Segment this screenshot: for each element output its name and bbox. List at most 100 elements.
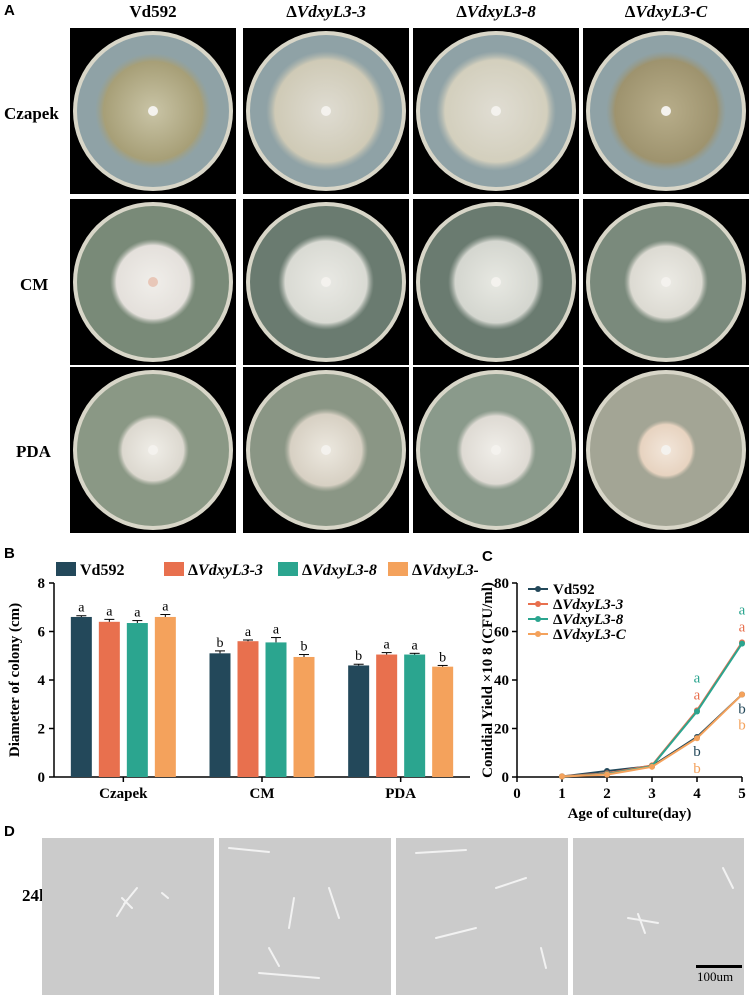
plate-photo-cm-2 xyxy=(243,199,409,365)
legend-label: ΔVdxyL3-C xyxy=(553,627,627,643)
significance-letter: a xyxy=(739,603,746,619)
sem-image-3 xyxy=(396,838,568,995)
line-chart-x-tick-label: 1 xyxy=(558,786,566,802)
data-point xyxy=(649,763,655,770)
bar-chart-y-tick-label: 2 xyxy=(38,722,46,738)
bar xyxy=(432,666,454,777)
legend-swatch xyxy=(56,562,76,576)
bar-chart-y-tick-label: 6 xyxy=(38,625,46,641)
bar-chart-y-tick-label: 8 xyxy=(38,576,46,592)
significance-letter: a xyxy=(162,600,169,615)
bar-chart-category-label: PDA xyxy=(385,786,416,802)
line-chart-x-tick-label: 3 xyxy=(648,786,656,802)
significance-letter: b xyxy=(355,649,362,664)
line-chart-y-tick-label: 0 xyxy=(502,770,510,786)
panel-d-letter: D xyxy=(4,823,15,840)
line-chart-x-label: Age of culture(day) xyxy=(568,806,692,822)
bar-chart-legend: Vd592 ΔVdxyL3-3 ΔVdxyL3-8 ΔVdxyL3-C xyxy=(56,562,478,579)
plate-photo-cm-3 xyxy=(413,199,579,365)
bar xyxy=(404,654,426,777)
significance-letter: a xyxy=(384,638,391,653)
series-line xyxy=(561,643,743,778)
row-header-cm: CM xyxy=(20,275,49,294)
legend-label: ΔVdxyL3-3 xyxy=(188,562,263,579)
significance-letter: a xyxy=(245,625,252,640)
significance-letter: a xyxy=(78,601,85,616)
bar xyxy=(98,621,120,777)
data-point xyxy=(694,708,700,715)
panel-c-letter: C xyxy=(482,548,493,565)
data-point xyxy=(739,691,745,698)
bar xyxy=(376,654,398,777)
scale-bar-label: 100um xyxy=(697,969,734,984)
bar-chart-y-tick-label: 4 xyxy=(38,673,46,689)
data-point xyxy=(604,771,610,778)
significance-letter: b xyxy=(738,718,746,734)
significance-letter: a xyxy=(739,619,746,635)
legend-marker xyxy=(535,631,541,637)
significance-letter: a xyxy=(134,606,141,621)
panel-a-letter: A xyxy=(4,2,15,19)
bar xyxy=(126,623,148,777)
bar xyxy=(209,653,231,777)
bar xyxy=(154,616,176,777)
line-chart-y-label: Conidial Yield ×10 8 (CFU/ml) xyxy=(480,582,496,778)
bar-chart-y-tick-label: 0 xyxy=(38,770,46,786)
scale-bar xyxy=(696,965,742,968)
legend-label: Vd592 xyxy=(553,582,595,598)
data-point xyxy=(739,640,745,647)
column-header-vdxyl3-3: ΔVdxyL3-3 xyxy=(286,2,366,21)
plate-photo-czapek-3 xyxy=(413,28,579,194)
bar xyxy=(348,665,370,777)
plate-photo-pda-1 xyxy=(70,367,236,533)
row-header-czapek: Czapek xyxy=(4,104,59,123)
bar-chart-category-label: Czapek xyxy=(99,786,148,802)
legend-marker xyxy=(535,586,541,592)
significance-letter: b xyxy=(738,702,746,718)
bar xyxy=(237,641,259,777)
row-header-pda: PDA xyxy=(16,442,51,461)
bar xyxy=(265,642,287,777)
significance-letter: a xyxy=(273,623,280,638)
line-chart-y-tick-label: 20 xyxy=(494,722,509,738)
line-chart-y-tick-label: 40 xyxy=(494,673,509,689)
legend-label: ΔVdxyL3-8 xyxy=(302,562,377,579)
significance-letter: b xyxy=(693,744,701,760)
sem-image-4 xyxy=(573,838,744,995)
plate-photo-pda-2 xyxy=(243,367,409,533)
significance-letter: a xyxy=(412,638,419,653)
line-chart-x-tick-label: 2 xyxy=(603,786,611,802)
bar-chart-category-label: CM xyxy=(250,786,275,802)
significance-letter: a xyxy=(106,604,113,619)
line-chart-x-tick-label: 4 xyxy=(693,786,701,802)
sem-image-2 xyxy=(219,838,391,995)
plate-photo-pda-4 xyxy=(583,367,749,533)
significance-letter: b xyxy=(301,640,308,655)
sem-image-1 xyxy=(42,838,214,995)
legend-swatch xyxy=(164,562,184,576)
significance-letter: b xyxy=(217,636,224,651)
plate-photo-cm-1 xyxy=(70,199,236,365)
line-chart-x-tick-label: 5 xyxy=(738,786,746,802)
series-line xyxy=(561,641,743,778)
line-chart-y-tick-label: 60 xyxy=(494,625,509,641)
legend-swatch xyxy=(278,562,298,576)
legend-label: ΔVdxyL3-3 xyxy=(553,597,624,613)
data-point xyxy=(694,735,700,742)
legend-label: ΔVdxyL3-8 xyxy=(553,612,624,628)
plate-photo-czapek-4 xyxy=(583,28,749,194)
legend-swatch xyxy=(388,562,408,576)
bar-chart-y-label: Diameter of colony (cm) xyxy=(7,603,23,757)
legend-marker xyxy=(535,616,541,622)
column-header-vdxyl3-8: ΔVdxyL3-8 xyxy=(456,2,536,21)
bar xyxy=(293,656,315,777)
column-header-vd592: Vd592 xyxy=(129,2,177,21)
plate-photo-czapek-1 xyxy=(70,28,236,194)
significance-letter: b xyxy=(693,761,701,777)
colony-diameter-bar-chart: Vd592 ΔVdxyL3-3 ΔVdxyL3-8 ΔVdxyL3-C 0 2 4 6 8 a… xyxy=(7,562,478,802)
significance-letter: b xyxy=(439,650,446,665)
plate-photo-czapek-2 xyxy=(243,28,409,194)
column-header-vdxyl3-c: ΔVdxyL3-C xyxy=(624,2,708,21)
data-point xyxy=(559,773,565,780)
